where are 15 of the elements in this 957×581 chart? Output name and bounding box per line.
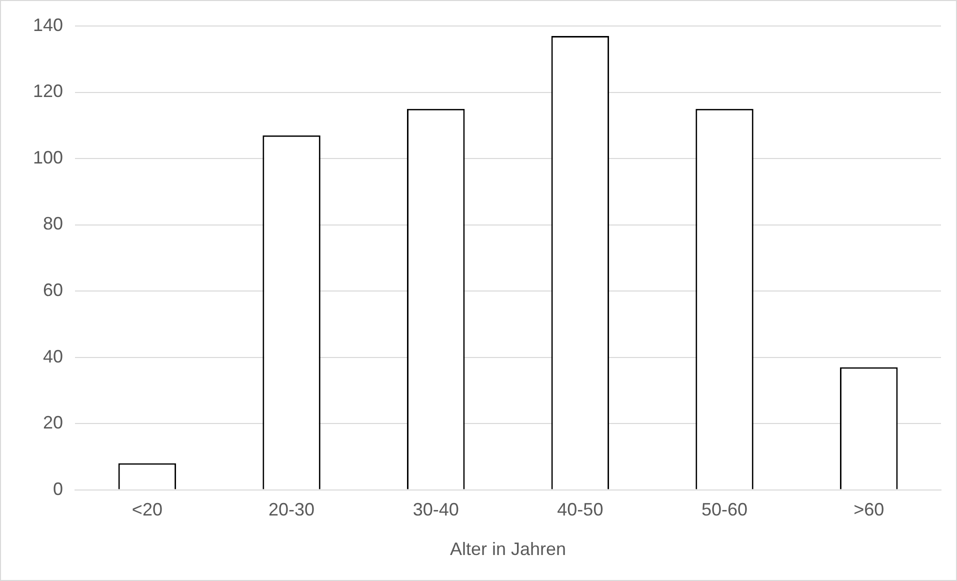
y-tick-label: 100 [32, 147, 64, 168]
x-tick-label: 20-30 [268, 500, 315, 520]
y-tick-label: 20 [43, 412, 64, 433]
x-tick-label: 50-60 [701, 500, 748, 520]
y-tick-label: 60 [43, 280, 64, 300]
x-tick-label: <20 [132, 500, 162, 520]
y-tick-label: 120 [32, 81, 64, 102]
y-tick-label: 40 [43, 346, 64, 366]
x-axis-title: Alter in Jahren [450, 539, 566, 560]
x-tick-label: >60 [854, 500, 884, 520]
x-tick-label: 40-50 [557, 500, 604, 520]
x-tick-label: 30-40 [412, 500, 459, 520]
y-tick-label: 80 [43, 214, 64, 234]
y-tick-label: 0 [53, 478, 64, 499]
y-tick-label: 140 [32, 14, 64, 35]
